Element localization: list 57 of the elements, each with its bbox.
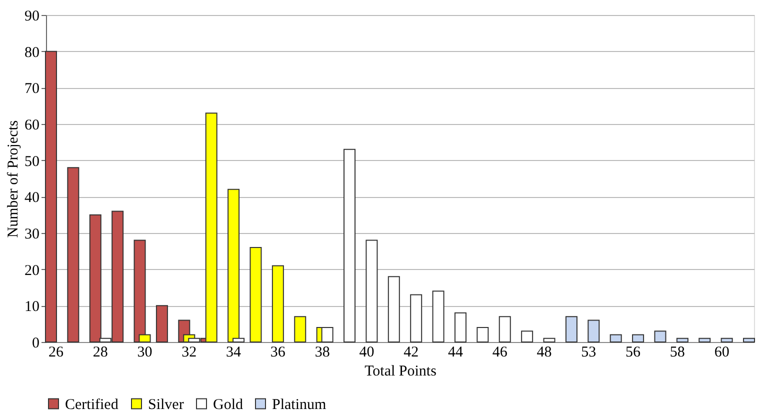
- legend-label: Gold: [213, 396, 244, 413]
- bar: [344, 148, 356, 342]
- x-tick-label: 28: [92, 344, 108, 360]
- bar: [565, 316, 578, 342]
- bar: [67, 167, 80, 342]
- x-tick-label: 26: [48, 344, 64, 360]
- bar: [432, 290, 444, 342]
- x-tick-label: 44: [448, 344, 464, 360]
- bar: [476, 326, 489, 342]
- bar: [610, 334, 622, 342]
- y-tick-label: 80: [24, 44, 40, 61]
- legend-label: Platinum: [272, 396, 326, 413]
- x-tick-label: 32: [182, 344, 197, 360]
- x-tick-label: 53: [581, 344, 596, 360]
- x-tick-label: 58: [670, 344, 685, 360]
- x-tick-label: 36: [270, 344, 286, 360]
- bar: [454, 312, 466, 342]
- x-tick-label: 42: [404, 344, 419, 360]
- bar: [44, 50, 57, 342]
- x-tick-label: 46: [492, 344, 508, 360]
- y-tick-label: 50: [24, 154, 40, 170]
- y-tick-label: 90: [24, 8, 40, 24]
- y-axis-title: Number of Projects: [6, 120, 22, 238]
- x-tick-label: 60: [714, 344, 730, 360]
- legend-label: Certified: [65, 396, 119, 413]
- bar: [410, 294, 422, 342]
- bar: [521, 330, 534, 342]
- x-tick-label: 30: [137, 344, 152, 360]
- bar: [156, 305, 168, 342]
- y-tick-label: 40: [24, 190, 40, 206]
- bar: [366, 240, 378, 342]
- x-tick-label: 56: [626, 344, 642, 360]
- y-tick-label: 10: [24, 299, 40, 316]
- bar: [294, 316, 306, 342]
- bar: [588, 320, 600, 342]
- bar: [654, 330, 666, 342]
- bar: [698, 338, 711, 342]
- x-tick-label: 40: [359, 344, 374, 360]
- y-tick-label: 20: [24, 262, 40, 279]
- bar: [272, 265, 284, 342]
- bar: [632, 334, 644, 342]
- bar: [720, 338, 733, 342]
- bar: [388, 276, 400, 342]
- y-tick-label: 0: [32, 336, 40, 352]
- x-tick-label: 48: [536, 344, 552, 360]
- bar: [743, 338, 756, 342]
- y-tick-label: 30: [24, 226, 40, 242]
- x-tick-label: 38: [314, 344, 330, 360]
- x-axis-title: Total Points: [364, 364, 437, 380]
- x-tick-label: 34: [226, 344, 242, 360]
- legend-label: Silver: [148, 396, 184, 413]
- y-tick-label: 70: [24, 81, 40, 98]
- bar: [543, 338, 556, 342]
- bar: [498, 316, 511, 342]
- bar: [676, 338, 688, 342]
- y-tick-label: 60: [24, 118, 40, 134]
- bar: [250, 247, 262, 342]
